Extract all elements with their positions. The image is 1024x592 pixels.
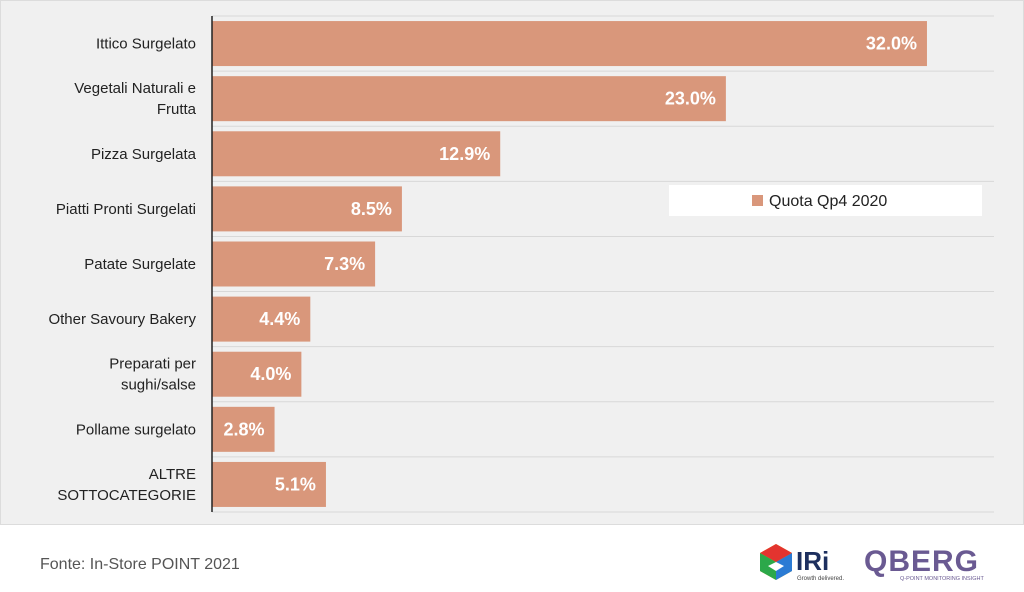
category-label: Ittico Surgelato [96, 36, 196, 53]
data-label: 2.8% [224, 419, 265, 439]
data-label: 32.0% [866, 34, 917, 54]
source-note: Fonte: In-Store POINT 2021 [40, 556, 240, 573]
category-label: Pizza Surgelata [91, 146, 197, 163]
bar [212, 131, 501, 177]
bar [212, 406, 275, 452]
legend-swatch [752, 195, 763, 206]
category-label: sughi/salse [121, 377, 196, 394]
iri-tagline: Growth delivered. [797, 576, 844, 582]
bar-chart: 32.0% Ittico Surgelato 23.0% Vegetali Natur… [48, 15, 994, 513]
bar [212, 76, 726, 122]
data-label: 5.1% [275, 474, 316, 494]
bar [212, 21, 927, 67]
qberg-tagline: Q-POINT MONITORING INSIGHT [900, 576, 984, 582]
category-label: Other Savoury Bakery [48, 311, 196, 328]
logos: IRi Growth delivered. QBERG Q-POINT MONI… [760, 544, 984, 582]
category-label: SOTTOCATEGORIE [57, 487, 196, 504]
category-label: Frutta [157, 101, 197, 118]
data-label: 23.0% [665, 89, 716, 109]
bar [212, 186, 402, 232]
qberg-logo: QBERG Q-POINT MONITORING INSIGHT [864, 545, 984, 582]
bar [212, 296, 311, 342]
bar [212, 241, 376, 287]
category-label: Pollame surgelato [76, 421, 196, 438]
data-label: 8.5% [351, 199, 392, 219]
data-label: 4.0% [250, 364, 291, 384]
category-label: Patate Surgelate [84, 256, 196, 273]
iri-wordmark: IRi [796, 546, 829, 576]
bar [212, 351, 302, 397]
category-label: ALTRE [149, 466, 196, 483]
qberg-wordmark: QBERG [864, 545, 979, 578]
category-label: Preparati per [109, 356, 196, 373]
category-label: Piatti Pronti Surgelati [56, 201, 196, 218]
bar [212, 461, 326, 507]
category-label: Vegetali Naturali e [74, 80, 196, 97]
data-label: 4.4% [259, 309, 300, 329]
data-label: 12.9% [439, 144, 490, 164]
legend-label: Quota Qp4 2020 [769, 193, 887, 210]
iri-logo: IRi Growth delivered. [760, 544, 844, 582]
legend-box [669, 185, 982, 216]
data-label: 7.3% [324, 254, 365, 274]
